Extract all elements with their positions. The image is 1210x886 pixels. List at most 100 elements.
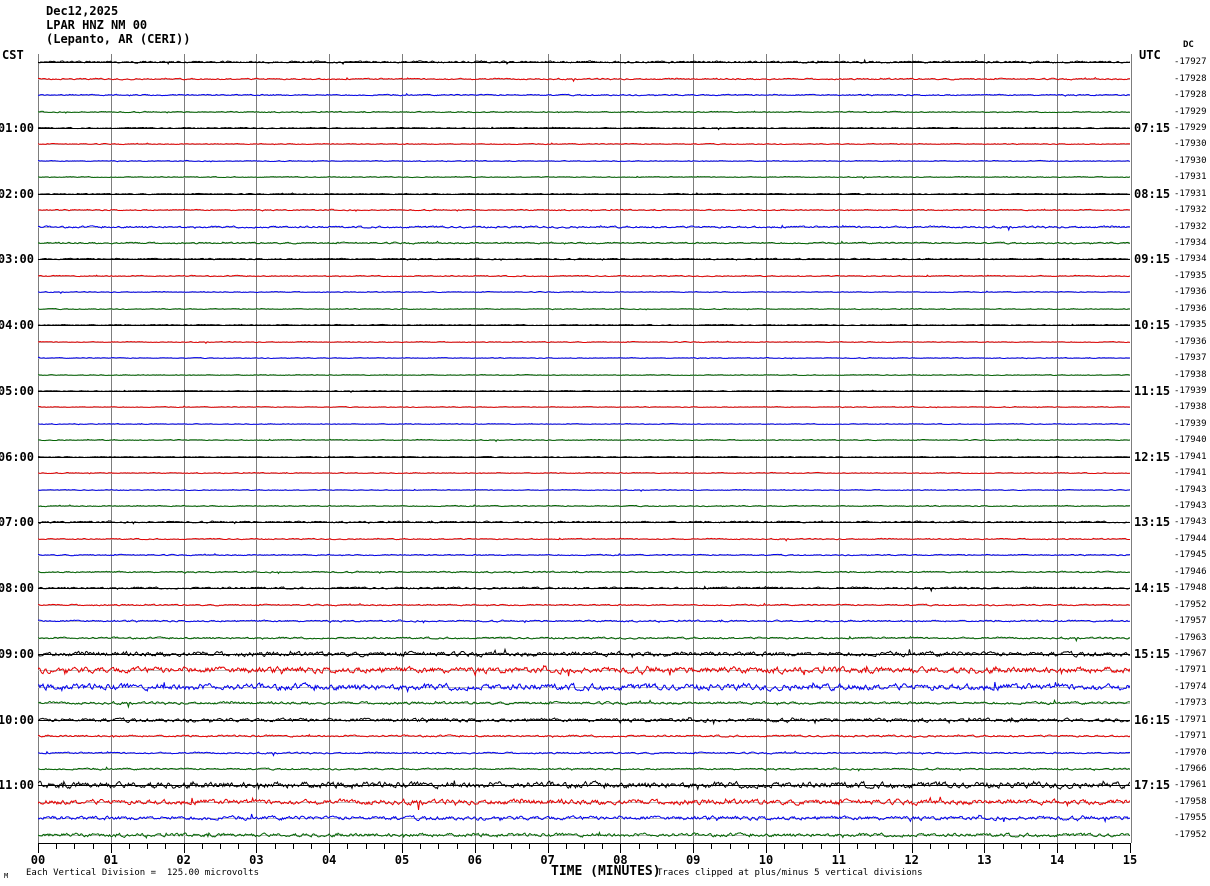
utc-hour-label: 15:15 <box>1134 647 1171 661</box>
trace-25[interactable] <box>38 456 1130 490</box>
dc-value: -17952 <box>1174 600 1207 610</box>
dc-value: -17934 <box>1174 254 1207 264</box>
trace-7[interactable] <box>38 160 1130 194</box>
trace-5[interactable] <box>38 127 1130 161</box>
trace-22[interactable] <box>38 407 1130 441</box>
minute-gridline <box>256 54 258 843</box>
trace-38[interactable] <box>38 670 1130 704</box>
x-tick-label: 15 <box>1122 853 1138 867</box>
x-minor-tick <box>857 843 858 849</box>
x-tick-label: 01 <box>103 853 119 867</box>
trace-19[interactable] <box>38 358 1130 392</box>
trace-13[interactable] <box>38 259 1130 293</box>
dc-value: -17973 <box>1174 698 1207 708</box>
x-minor-tick <box>893 843 895 849</box>
trace-28[interactable] <box>38 505 1130 539</box>
trace-31[interactable] <box>38 555 1130 589</box>
trace-41[interactable] <box>38 719 1130 753</box>
trace-12[interactable] <box>38 242 1130 276</box>
dc-value: -17941 <box>1174 468 1207 478</box>
trace-14[interactable] <box>38 275 1130 309</box>
trace-20[interactable] <box>38 374 1130 408</box>
dc-value: -17943 <box>1174 517 1207 527</box>
x-minor-tick <box>420 843 422 849</box>
trace-10[interactable] <box>38 210 1130 244</box>
trace-6[interactable] <box>38 144 1130 178</box>
trace-34[interactable] <box>38 604 1130 638</box>
right-time-axis: 07:15 08:15 09:15 10:15 11:15 12:15 13:15 14:15… <box>1134 54 1170 843</box>
trace-47[interactable] <box>38 818 1130 852</box>
trace-1[interactable] <box>38 62 1130 96</box>
x-minor-tick <box>74 843 76 849</box>
trace-36[interactable] <box>38 637 1130 671</box>
dc-value: -17943 <box>1174 501 1207 511</box>
cst-hour-label: 11:00 <box>0 778 34 792</box>
trace-32[interactable] <box>38 571 1130 605</box>
x-major-tick <box>110 843 112 853</box>
x-tick-label: 13 <box>977 853 992 867</box>
x-axis-ticks <box>38 843 1131 853</box>
trace-9[interactable] <box>38 193 1130 227</box>
x-minor-tick <box>929 843 931 849</box>
dc-value-axis: -17927 -17928 -17928 -17929 -17929 -17930 -179… <box>1174 54 1210 843</box>
x-major-tick <box>1057 843 1059 853</box>
minute-gridline <box>183 54 185 843</box>
trace-0[interactable] <box>38 45 1130 79</box>
trace-24[interactable] <box>38 440 1130 474</box>
utc-hour-label: 12:15 <box>1134 450 1171 464</box>
x-minor-tick <box>529 843 531 849</box>
dc-value: -17938 <box>1174 370 1207 380</box>
trace-33[interactable] <box>38 588 1130 622</box>
trace-18[interactable] <box>38 341 1130 375</box>
trace-baseline <box>38 736 1130 737</box>
x-minor-tick <box>274 843 276 849</box>
cst-hour-label: 01:00 <box>0 121 34 135</box>
minute-gridline <box>402 54 403 843</box>
minute-gridline <box>693 54 695 843</box>
trace-43[interactable] <box>38 752 1130 786</box>
x-minor-tick <box>456 843 458 849</box>
x-minor-tick <box>383 843 385 849</box>
cst-hour-label: 04:00 <box>0 318 34 332</box>
trace-baseline <box>38 818 1130 819</box>
minute-gridline <box>911 54 913 843</box>
x-major-tick <box>329 843 331 853</box>
x-tick-label: 00 <box>30 853 46 867</box>
x-tick-label: 10 <box>758 853 774 867</box>
trace-37[interactable] <box>38 653 1130 687</box>
trace-45[interactable] <box>38 785 1130 819</box>
trace-23[interactable] <box>38 423 1130 457</box>
cst-hour-label: 09:00 <box>0 647 34 661</box>
trace-26[interactable] <box>38 473 1130 507</box>
right-axis-title: UTC <box>1139 48 1161 62</box>
trace-11[interactable] <box>38 226 1130 260</box>
seismogram-plot[interactable] <box>38 54 1132 843</box>
trace-46[interactable] <box>38 801 1130 835</box>
trace-15[interactable] <box>38 292 1130 326</box>
dc-value: -17936 <box>1174 287 1207 297</box>
trace-17[interactable] <box>38 325 1130 359</box>
trace-29[interactable] <box>38 522 1130 556</box>
trace-21[interactable] <box>38 390 1130 424</box>
x-major-tick <box>911 843 913 853</box>
dc-value: -17935 <box>1174 271 1207 281</box>
trace-3[interactable] <box>38 95 1130 129</box>
trace-44[interactable] <box>38 768 1130 802</box>
trace-baseline <box>38 506 1130 507</box>
trace-39[interactable] <box>38 686 1130 720</box>
cst-hour-label: 03:00 <box>0 252 34 266</box>
trace-27[interactable] <box>38 489 1130 523</box>
trace-40[interactable] <box>38 703 1130 737</box>
x-axis-title: TIME (MINUTES) <box>551 864 661 879</box>
trace-8[interactable] <box>38 177 1130 211</box>
x-minor-tick <box>347 843 349 849</box>
trace-35[interactable] <box>38 621 1130 655</box>
trace-30[interactable] <box>38 538 1130 572</box>
trace-42[interactable] <box>38 736 1130 770</box>
trace-16[interactable] <box>38 308 1130 342</box>
utc-hour-label: 07:15 <box>1134 121 1171 135</box>
trace-2[interactable] <box>38 78 1130 112</box>
header-station-name: (Lepanto, AR (CERI)) <box>46 32 191 46</box>
trace-4[interactable] <box>38 111 1130 145</box>
x-major-tick <box>984 843 986 853</box>
